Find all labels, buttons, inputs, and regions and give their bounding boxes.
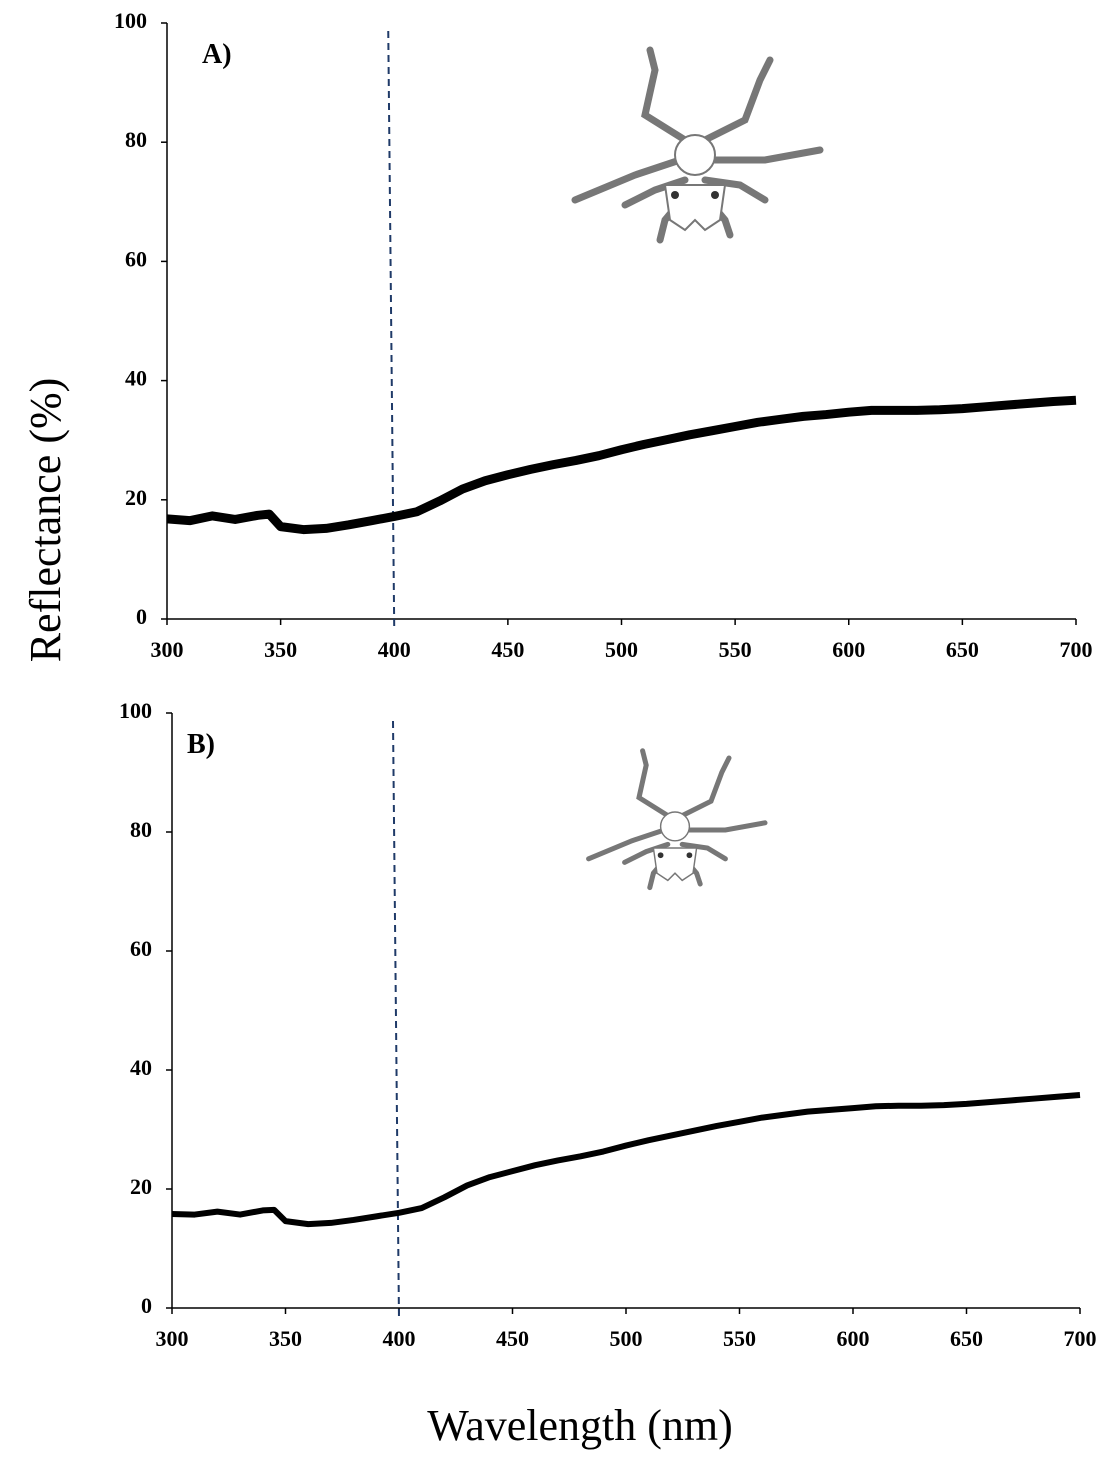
panel-label: A) (202, 39, 232, 70)
spider-illustration (571, 46, 824, 244)
x-tick-label: 700 (1060, 637, 1093, 662)
y-tick-label: 60 (130, 936, 152, 961)
x-tick-label: 300 (156, 1326, 189, 1351)
x-tick-label: 450 (496, 1326, 529, 1351)
x-axis-title: Wavelength (nm) (427, 1401, 733, 1450)
data-line (171, 1091, 1081, 1228)
x-tick-label: 450 (491, 637, 524, 662)
data-line (166, 395, 1077, 535)
y-tick-label: 40 (130, 1055, 152, 1080)
x-tick-label: 550 (719, 637, 752, 662)
y-tick-label: 20 (125, 485, 147, 510)
y-tick-label: 100 (119, 698, 152, 723)
y-tick-label: 0 (136, 604, 147, 629)
x-tick-label: 600 (837, 1326, 870, 1351)
x-tick-label: 400 (378, 637, 411, 662)
y-tick-label: 20 (130, 1174, 152, 1199)
x-tick-label: 350 (269, 1326, 302, 1351)
y-tick-label: 0 (141, 1293, 152, 1318)
x-tick-label: 700 (1064, 1326, 1097, 1351)
x-tick-label: 350 (264, 637, 297, 662)
x-tick-label: 400 (383, 1326, 416, 1351)
x-tick-label: 300 (151, 637, 184, 662)
y-tick-label: 40 (125, 366, 147, 391)
x-tick-label: 500 (610, 1326, 643, 1351)
reference-line (387, 30, 396, 632)
panel-label: B) (187, 729, 215, 760)
y-tick-label: 80 (125, 127, 147, 152)
y-axis-title: Reflectance (%) (21, 378, 70, 663)
x-tick-label: 650 (950, 1326, 983, 1351)
x-tick-label: 600 (832, 637, 865, 662)
spider-illustration (586, 748, 768, 891)
x-tick-label: 650 (946, 637, 979, 662)
x-tick-label: 500 (605, 637, 638, 662)
reference-line (392, 720, 400, 1321)
y-tick-label: 100 (114, 8, 147, 33)
x-tick-label: 550 (723, 1326, 756, 1351)
y-tick-label: 60 (125, 246, 147, 271)
y-tick-label: 80 (130, 817, 152, 842)
